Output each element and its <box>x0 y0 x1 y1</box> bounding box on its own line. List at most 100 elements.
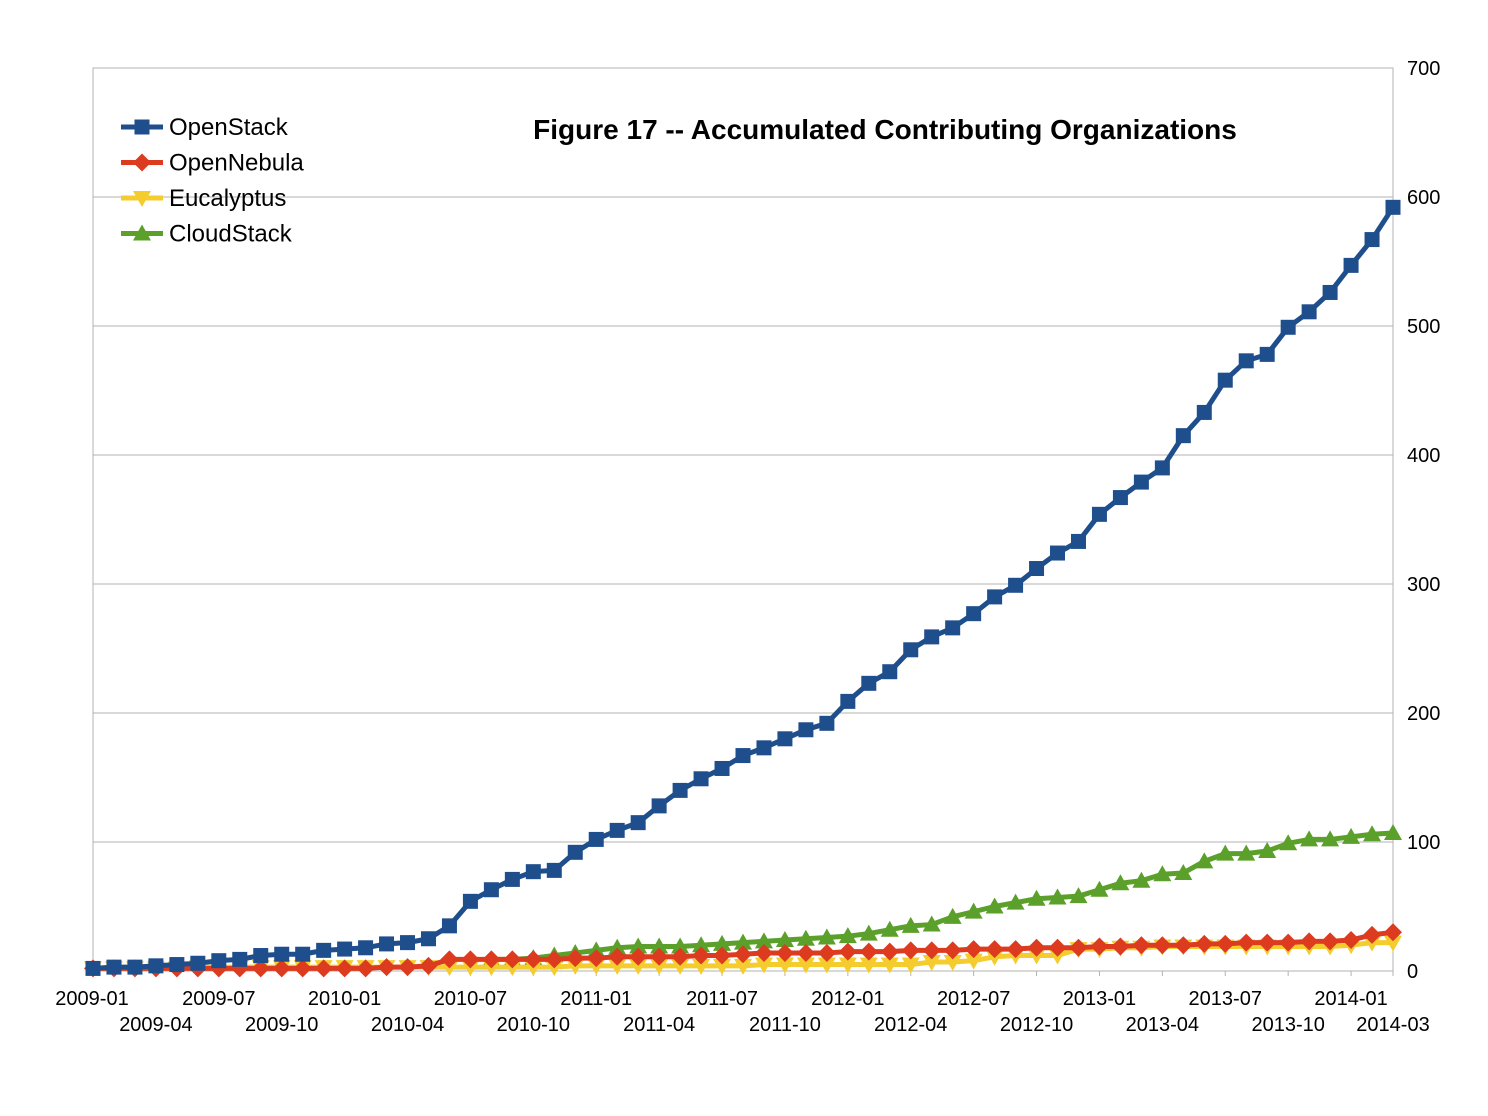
data-point-eucalyptus <box>734 958 752 975</box>
data-point-openstack <box>819 715 835 731</box>
legend-item-opennebula: OpenNebula <box>121 150 304 177</box>
data-point-opennebula <box>1069 938 1088 957</box>
data-point-openstack <box>148 958 164 974</box>
data-point-cloudstack <box>796 929 815 946</box>
data-point-cloudstack <box>1237 844 1256 861</box>
data-point-cloudstack <box>943 907 962 924</box>
data-point-opennebula <box>796 943 815 962</box>
data-point-openstack <box>735 748 751 764</box>
data-point-openstack <box>903 642 919 658</box>
data-point-cloudstack <box>838 927 857 944</box>
data-point-cloudstack <box>650 937 669 954</box>
data-point-cloudstack <box>1384 823 1402 840</box>
x-tick-label: 2013-01 <box>1063 988 1136 1010</box>
data-point-eucalyptus <box>629 958 648 975</box>
data-point-openstack <box>798 722 814 738</box>
data-point-cloudstack <box>922 915 941 932</box>
data-point-cloudstack <box>1132 871 1151 888</box>
data-point-openstack <box>693 771 709 787</box>
data-point-openstack <box>127 959 143 975</box>
x-tick-label: 2012-01 <box>811 988 884 1010</box>
legend-label: OpenStack <box>169 114 289 141</box>
x-tick-label: 2010-10 <box>497 1014 570 1036</box>
data-point-opennebula <box>1090 937 1109 956</box>
data-point-eucalyptus <box>901 957 920 974</box>
data-point-eucalyptus <box>754 957 773 974</box>
data-point-eucalyptus <box>713 958 732 975</box>
data-point-opennebula <box>713 946 732 965</box>
data-point-cloudstack <box>1153 865 1172 882</box>
data-point-cloudstack <box>1321 830 1340 847</box>
data-point-eucalyptus <box>859 957 878 974</box>
data-point-openstack <box>1154 460 1170 476</box>
data-point-openstack <box>295 946 311 962</box>
data-point-cloudstack <box>1258 842 1277 859</box>
x-tick-label: 2013-10 <box>1251 1014 1324 1036</box>
x-tick-label: 2014-01 <box>1314 988 1387 1010</box>
data-point-openstack <box>462 893 478 909</box>
data-point-cloudstack <box>901 916 920 933</box>
data-point-openstack <box>1196 404 1212 420</box>
data-point-opennebula <box>943 941 962 960</box>
data-point-openstack <box>232 951 248 967</box>
data-point-cloudstack <box>1216 844 1235 861</box>
data-point-openstack <box>546 862 562 878</box>
data-point-openstack <box>441 918 457 934</box>
data-point-cloudstack <box>985 897 1004 914</box>
data-point-opennebula <box>734 945 752 964</box>
data-point-opennebula <box>251 959 270 978</box>
data-point-cloudstack <box>880 920 899 937</box>
data-point-openstack <box>924 629 940 645</box>
data-point-openstack <box>1301 304 1317 320</box>
data-point-openstack <box>337 941 353 957</box>
y-tick-label: 700 <box>1407 58 1440 80</box>
data-point-opennebula <box>1258 933 1277 952</box>
data-point-openstack <box>169 957 185 973</box>
data-point-opennebula <box>587 949 606 968</box>
x-tick-label: 2011-01 <box>560 988 632 1010</box>
data-point-openstack <box>1175 428 1191 444</box>
data-point-openstack <box>966 606 982 622</box>
y-tick-label: 600 <box>1407 187 1440 209</box>
data-point-cloudstack <box>964 902 983 919</box>
y-tick-label: 100 <box>1407 832 1440 854</box>
data-point-opennebula <box>754 943 773 962</box>
legend-marker <box>134 119 150 135</box>
data-point-openstack <box>840 693 856 709</box>
data-point-eucalyptus <box>1384 935 1402 952</box>
legend-item-eucalyptus: Eucalyptus <box>121 185 286 212</box>
data-point-eucalyptus <box>880 957 899 974</box>
data-point-openstack <box>400 935 416 951</box>
data-point-opennebula <box>272 959 291 978</box>
data-point-cloudstack <box>713 934 732 951</box>
legend-item-cloudstack: CloudStack <box>121 221 293 248</box>
data-point-eucalyptus <box>608 958 627 975</box>
data-point-opennebula <box>901 941 920 960</box>
data-point-openstack <box>987 589 1003 605</box>
data-point-openstack <box>1008 577 1024 593</box>
x-tick-label: 2014-03 <box>1356 1014 1429 1036</box>
data-point-cloudstack <box>817 928 836 945</box>
data-point-opennebula <box>1153 936 1172 955</box>
data-point-openstack <box>1343 257 1359 273</box>
data-point-openstack <box>504 871 520 887</box>
x-tick-label: 2010-07 <box>434 988 507 1010</box>
data-point-openstack <box>1029 561 1045 577</box>
y-tick-label: 0 <box>1407 961 1418 983</box>
data-point-openstack <box>672 782 688 798</box>
data-point-openstack <box>756 740 772 756</box>
data-point-openstack <box>1091 506 1107 522</box>
data-point-opennebula <box>964 940 983 959</box>
data-point-cloudstack <box>1090 880 1109 897</box>
x-tick-label: 2012-07 <box>937 988 1010 1010</box>
legend-label: CloudStack <box>169 221 293 248</box>
data-point-opennebula <box>1111 937 1130 956</box>
data-point-openstack <box>379 936 395 952</box>
data-point-openstack <box>274 946 290 962</box>
data-point-openstack <box>630 815 646 831</box>
data-point-eucalyptus <box>817 957 836 974</box>
data-point-eucalyptus <box>650 958 669 975</box>
data-point-openstack <box>861 675 877 691</box>
data-point-openstack <box>588 831 604 847</box>
